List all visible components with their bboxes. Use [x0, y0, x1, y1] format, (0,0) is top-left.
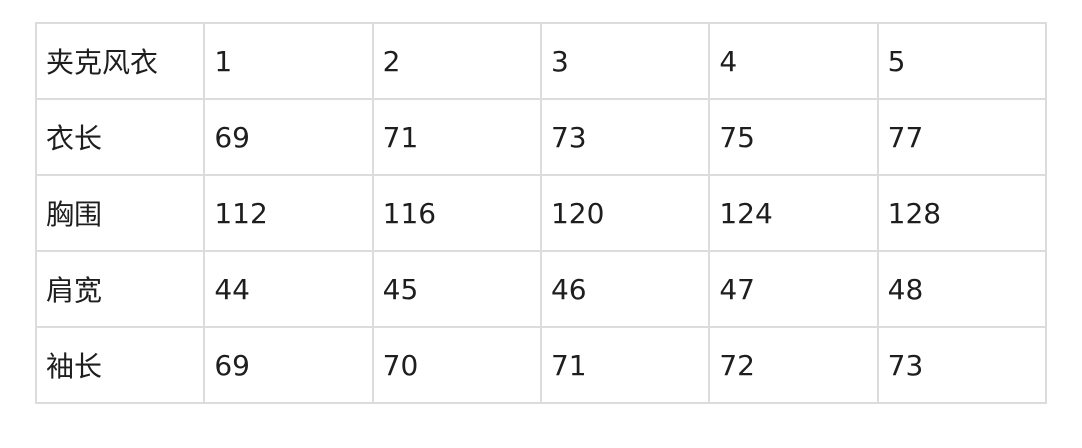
table-row: 胸围 112 116 120 124 128 [34, 174, 1048, 252]
row-label-cell: 夹克风衣 [34, 22, 206, 100]
row-label-cell: 肩宽 [34, 250, 206, 328]
size-table: 夹克风衣 1 2 3 4 5 衣长 69 71 73 75 77 胸围 112 116 120 124 128 肩宽… [34, 22, 1048, 404]
table-cell: 70 [371, 326, 542, 404]
table-cell: 75 [708, 98, 879, 176]
table-cell: 1 [203, 22, 374, 100]
row-label-cell: 衣长 [34, 98, 206, 176]
table-cell: 44 [203, 250, 374, 328]
table-cell: 47 [708, 250, 879, 328]
table-cell: 45 [371, 250, 542, 328]
table-cell: 73 [539, 98, 711, 176]
table-row: 袖长 69 70 71 72 73 [34, 326, 1048, 404]
table-cell: 69 [203, 326, 374, 404]
table-cell: 5 [876, 22, 1048, 100]
table-cell: 77 [876, 98, 1048, 176]
table-row: 肩宽 44 45 46 47 48 [34, 250, 1048, 328]
table-cell: 71 [371, 98, 542, 176]
table-cell: 73 [876, 326, 1048, 404]
row-label-cell: 胸围 [34, 174, 206, 252]
table-row: 衣长 69 71 73 75 77 [34, 98, 1048, 176]
table-cell: 124 [708, 174, 879, 252]
table-cell: 112 [203, 174, 374, 252]
table-cell: 3 [539, 22, 711, 100]
table-cell: 46 [539, 250, 711, 328]
table-cell: 48 [876, 250, 1048, 328]
table-cell: 128 [876, 174, 1048, 252]
table-cell: 116 [371, 174, 542, 252]
table-cell: 71 [539, 326, 711, 404]
table-cell: 120 [539, 174, 711, 252]
table-cell: 72 [708, 326, 879, 404]
table-cell: 4 [708, 22, 879, 100]
header-row: 夹克风衣 1 2 3 4 5 [34, 22, 1048, 100]
row-label-cell: 袖长 [34, 326, 206, 404]
table-cell: 69 [203, 98, 374, 176]
table-cell: 2 [371, 22, 542, 100]
